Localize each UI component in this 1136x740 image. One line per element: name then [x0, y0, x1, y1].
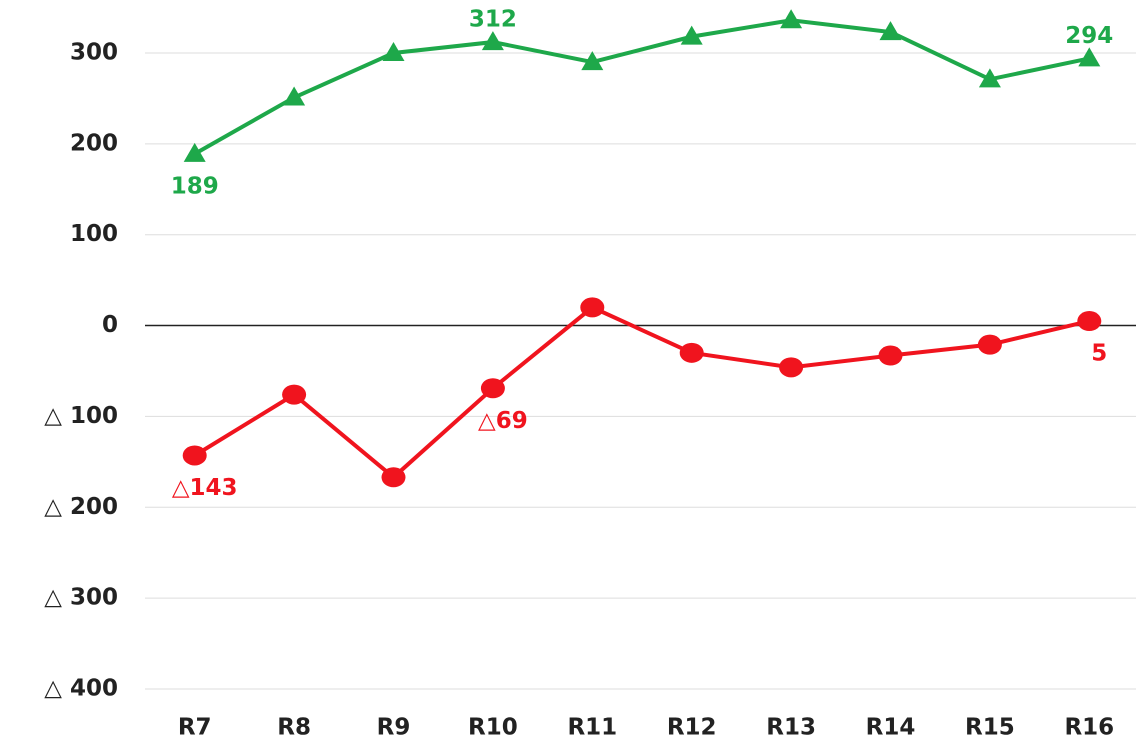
x-tick-label: R14 — [866, 715, 916, 740]
y-tick-label: 200 — [70, 130, 118, 156]
point-marker — [978, 68, 1001, 88]
x-tick-label: R8 — [277, 715, 311, 740]
data-label: 189 — [171, 173, 219, 199]
point-marker — [382, 41, 405, 61]
x-tick-label: R16 — [1064, 715, 1114, 740]
data-label: △143 — [172, 475, 238, 501]
point-marker — [183, 142, 206, 162]
point-marker — [581, 51, 604, 71]
x-tick-label: R13 — [766, 715, 816, 740]
data-label: △69 — [478, 408, 528, 434]
x-tick-label: R9 — [377, 715, 411, 740]
x-tick-label: R12 — [667, 715, 717, 740]
data-label: 312 — [469, 7, 517, 33]
x-tick-label: R7 — [178, 715, 212, 740]
point-marker — [1077, 311, 1102, 332]
y-tick-label: △ 400 — [44, 676, 118, 702]
x-tick-label: R10 — [468, 715, 518, 740]
point-marker — [977, 334, 1002, 355]
series-line — [193, 305, 1090, 480]
point-marker — [182, 445, 207, 466]
data-label: 294 — [1065, 23, 1113, 49]
point-marker — [283, 86, 306, 106]
point-marker — [879, 21, 902, 41]
data-label: 5 — [1091, 341, 1107, 367]
point-marker — [480, 378, 505, 399]
y-tick-label: △ 100 — [44, 403, 118, 429]
point-marker — [580, 297, 605, 318]
point-marker — [680, 25, 703, 45]
x-tick-label: R11 — [567, 715, 617, 740]
point-marker — [381, 467, 406, 488]
point-marker — [1078, 47, 1101, 67]
point-marker — [878, 345, 903, 366]
point-marker — [779, 357, 804, 378]
x-tick-label: R15 — [965, 715, 1015, 740]
point-marker — [679, 342, 704, 363]
y-tick-label: 100 — [70, 221, 118, 247]
point-marker — [780, 9, 803, 29]
y-tick-label: △ 300 — [44, 585, 118, 611]
series-line — [193, 18, 1090, 156]
y-tick-label: △ 200 — [44, 494, 118, 520]
point-marker — [481, 31, 504, 51]
point-marker — [282, 384, 307, 405]
y-tick-label: 300 — [70, 39, 118, 65]
y-tick-label: 0 — [102, 312, 118, 338]
